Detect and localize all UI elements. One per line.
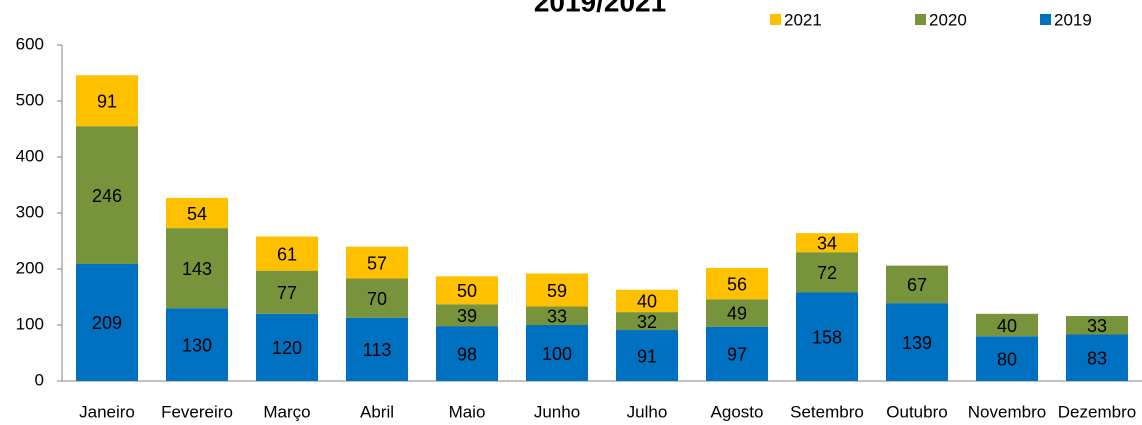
legend-label: 2021 xyxy=(784,10,822,29)
value-label: 98 xyxy=(457,344,477,364)
bar-segment xyxy=(1066,316,1128,335)
legend-label: 2019 xyxy=(1054,10,1092,29)
value-label: 130 xyxy=(182,335,212,355)
value-label: 97 xyxy=(727,345,747,365)
value-label: 83 xyxy=(1087,349,1107,369)
bar-segment xyxy=(256,313,318,381)
value-label: 49 xyxy=(727,304,747,324)
legend-label: 2020 xyxy=(929,10,967,29)
value-label: 143 xyxy=(182,259,212,279)
value-label: 158 xyxy=(812,328,842,348)
bar-segment xyxy=(706,267,768,300)
x-tick-label: Setembro xyxy=(790,402,864,421)
bar-segment xyxy=(76,75,138,127)
bar-segment xyxy=(436,304,498,327)
value-label: 91 xyxy=(637,346,657,366)
bar-segment xyxy=(166,308,228,381)
x-tick-label: Junho xyxy=(534,402,580,421)
x-tick-label: Janeiro xyxy=(79,402,135,421)
value-label: 67 xyxy=(907,275,927,295)
bar-segment xyxy=(526,306,588,325)
legend-swatch xyxy=(770,14,781,25)
bar-segment xyxy=(886,265,948,304)
value-label: 120 xyxy=(272,338,302,358)
bar-segment xyxy=(706,299,768,327)
bar-segment xyxy=(796,252,858,293)
y-tick-label: 200 xyxy=(16,258,44,277)
y-tick-label: 0 xyxy=(35,370,44,389)
value-label: 57 xyxy=(367,253,387,273)
value-label: 209 xyxy=(92,313,122,333)
value-label: 34 xyxy=(817,233,837,253)
value-label: 50 xyxy=(457,281,477,301)
x-tick-label: Novembro xyxy=(968,402,1046,421)
x-tick-label: Maio xyxy=(449,402,486,421)
value-label: 54 xyxy=(187,204,207,224)
y-tick-label: 400 xyxy=(16,146,44,165)
bar-segment xyxy=(616,330,678,381)
bar-segment xyxy=(616,289,678,313)
value-label: 33 xyxy=(1087,316,1107,336)
legend-swatch xyxy=(1040,14,1051,25)
x-tick-label: Março xyxy=(263,402,310,421)
value-label: 40 xyxy=(997,316,1017,336)
bar-segment xyxy=(976,313,1038,337)
chart-title: 2019/2021 xyxy=(534,0,666,17)
bar-segment xyxy=(796,292,858,381)
y-tick-label: 100 xyxy=(16,314,44,333)
bar-segment xyxy=(346,317,408,381)
legend-swatch xyxy=(915,14,926,25)
y-tick-label: 600 xyxy=(16,34,44,53)
value-label: 113 xyxy=(363,340,392,360)
bar-segment xyxy=(166,197,228,229)
bar-segment xyxy=(346,246,408,279)
bar-segment xyxy=(76,126,138,264)
bar-segment xyxy=(346,278,408,318)
bar-segment xyxy=(796,233,858,253)
x-tick-label: Dezembro xyxy=(1058,402,1136,421)
bar-segment xyxy=(706,326,768,381)
value-label: 56 xyxy=(727,274,747,294)
bar-segment xyxy=(526,325,588,381)
bar-segment xyxy=(436,276,498,305)
value-label: 80 xyxy=(997,349,1017,369)
bar-segment xyxy=(616,312,678,331)
x-tick-label: Outubro xyxy=(886,402,947,421)
value-label: 77 xyxy=(277,283,297,303)
value-label: 40 xyxy=(637,292,657,312)
value-label: 61 xyxy=(277,244,297,264)
x-tick-label: Agosto xyxy=(711,402,764,421)
value-label: 72 xyxy=(817,263,837,283)
value-label: 100 xyxy=(542,344,572,364)
y-tick-label: 300 xyxy=(16,202,44,221)
value-label: 139 xyxy=(902,333,932,353)
bar-segment xyxy=(256,236,318,271)
value-label: 32 xyxy=(637,312,657,332)
bar-segment xyxy=(256,270,318,314)
bar-segment xyxy=(76,263,138,381)
value-label: 39 xyxy=(457,306,477,326)
bar-segment xyxy=(886,303,948,381)
value-label: 91 xyxy=(97,91,117,111)
bar-segment xyxy=(436,326,498,381)
y-tick-label: 500 xyxy=(16,90,44,109)
x-tick-label: Abril xyxy=(360,402,394,421)
bar-segment xyxy=(526,273,588,307)
bar-segment xyxy=(976,336,1038,381)
bar-segment xyxy=(166,228,228,309)
value-label: 59 xyxy=(547,281,567,301)
x-tick-label: Fevereiro xyxy=(161,402,233,421)
x-tick-label: Julho xyxy=(627,402,668,421)
bar-segment xyxy=(1066,334,1128,381)
value-label: 33 xyxy=(547,307,567,327)
value-label: 246 xyxy=(92,186,122,206)
value-label: 70 xyxy=(367,289,387,309)
